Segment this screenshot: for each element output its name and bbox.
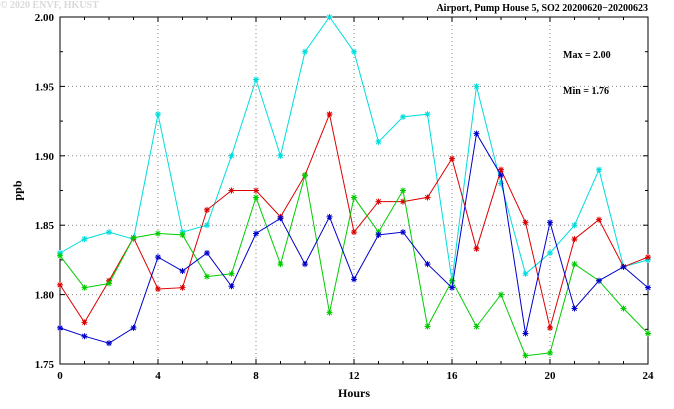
y-axis-label: ppb (10, 180, 25, 201)
y-tick-label: 1.85 (35, 220, 55, 232)
stats-annotation: Max = 2.00 Min = 1.76 (563, 26, 611, 122)
y-tick-label: 1.95 (35, 81, 55, 93)
x-tick-label: 0 (57, 370, 63, 382)
max-annotation: Max = 2.00 (563, 50, 611, 61)
x-tick-label: 12 (349, 370, 361, 382)
y-tick-label: 1.90 (35, 151, 55, 163)
x-axis-label: Hours (337, 386, 370, 400)
x-tick-label: 8 (253, 370, 259, 382)
y-tick-label: 1.75 (35, 359, 55, 371)
y-tick-label: 2.00 (35, 12, 55, 24)
x-tick-label: 4 (155, 370, 161, 382)
x-tick-label: 16 (447, 370, 459, 382)
min-annotation: Min = 1.76 (563, 86, 609, 97)
y-tick-label: 1.80 (35, 290, 55, 302)
x-tick-label: 20 (545, 370, 557, 382)
x-tick-label: 24 (643, 370, 655, 382)
series-markers-blue (57, 130, 651, 347)
series-markers-cyan (57, 14, 651, 284)
chart-title: Airport, Pump House 5, SO2 20200620−2020… (436, 3, 648, 14)
watermark: © 2020 ENVF, HKUST (0, 0, 99, 11)
